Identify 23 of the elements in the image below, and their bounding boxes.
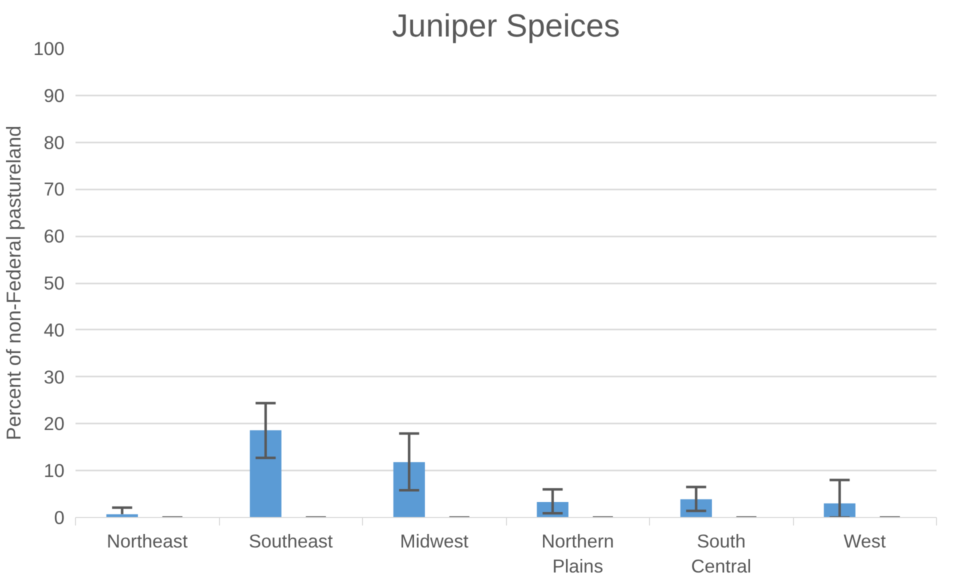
bar [106, 514, 138, 518]
y-tick-label: 60 [44, 226, 65, 247]
y-tick-label: 70 [44, 178, 65, 200]
x-tick-label: South Central [691, 530, 752, 577]
y-tick-label: 20 [44, 413, 65, 434]
chart-title: Juniper Speices [392, 8, 620, 44]
y-tick-label: 0 [54, 507, 65, 528]
y-tick-label: 30 [44, 366, 65, 388]
y-tick-label: 90 [44, 84, 65, 106]
y-axis-title: Percent of non-Federal pastureland [3, 126, 26, 440]
bar [824, 503, 856, 518]
bar [250, 430, 282, 518]
x-tick-label: Southeast [248, 530, 334, 552]
x-tick-label: West [844, 530, 887, 552]
bar [393, 462, 425, 518]
y-tick-label: 80 [44, 132, 65, 153]
y-tick-label: 40 [44, 319, 65, 340]
x-tick-label: Midwest [400, 530, 470, 552]
y-tick-label: 100 [33, 38, 65, 59]
x-tick-label: Northern Plains [541, 530, 614, 577]
y-tick-label: 50 [44, 272, 65, 294]
x-tick-label: Northeast [106, 530, 189, 552]
y-tick-label: 10 [44, 460, 65, 482]
